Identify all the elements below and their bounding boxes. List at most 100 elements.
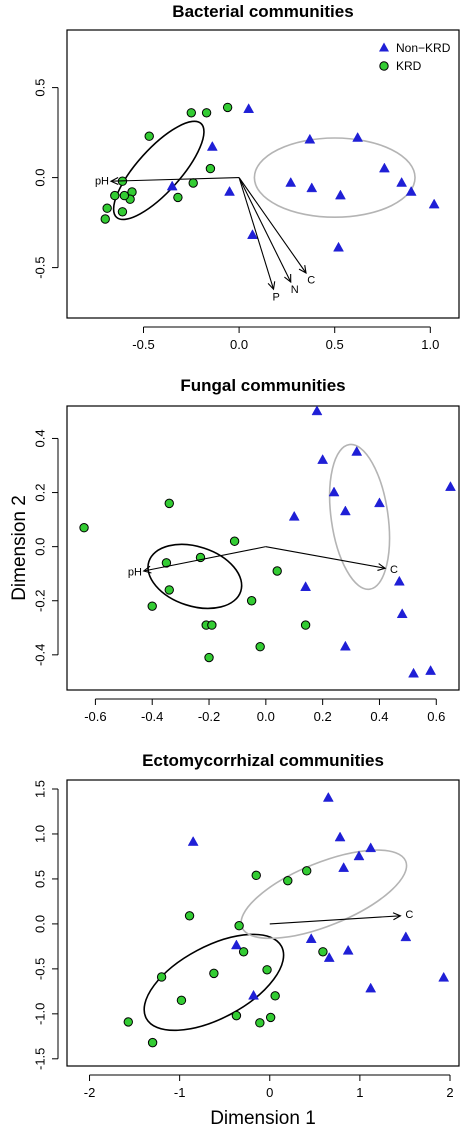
y-tick-label: -0.5 [32, 958, 47, 980]
y-tick-label: 0.2 [32, 484, 47, 502]
non-krd-point [365, 842, 377, 853]
x-tick-label: -1 [174, 1085, 186, 1100]
non-krd-point [335, 189, 346, 200]
non-krd-point [374, 497, 385, 508]
legend-circle-icon [379, 61, 389, 71]
vector-label: C [405, 909, 413, 921]
krd-point [147, 601, 157, 611]
krd-point [186, 108, 196, 118]
legend-label: Non−KRD [396, 41, 451, 55]
krd-point [204, 652, 214, 663]
x-tick-label: 1.0 [421, 337, 439, 352]
arrow-head [267, 281, 276, 291]
plot-frame [66, 405, 460, 691]
x-tick-label: -0.5 [132, 337, 154, 352]
krd-point [272, 566, 282, 576]
x-tick-label: -2 [84, 1085, 96, 1100]
x-tick-label: 0 [266, 1085, 273, 1100]
arrow-head [298, 265, 307, 275]
arrow-head [392, 912, 402, 921]
non-krd-point [445, 481, 456, 491]
krd-point [222, 102, 233, 113]
x-tick-label: 1 [356, 1085, 363, 1100]
non-krd-point [333, 241, 344, 252]
krd-point [265, 1012, 276, 1023]
x-axis-label: Dimension 1 [210, 1108, 316, 1129]
panel-title: Fungal communities [180, 376, 345, 395]
krd-point [176, 995, 187, 1006]
legend-label: KRD [396, 59, 422, 73]
krd-point [184, 911, 195, 921]
vector-label: pH [128, 567, 142, 579]
non-krd-point [305, 933, 317, 943]
krd-point [229, 536, 240, 546]
non-krd-point [400, 931, 412, 942]
x-tick-label: 2 [446, 1085, 453, 1100]
y-tick-label: 1.5 [32, 780, 47, 798]
krd-point [110, 190, 120, 201]
x-tick-label: 0.0 [230, 337, 248, 352]
krd-point [119, 190, 130, 201]
legend-triangle-icon [379, 42, 389, 52]
non-krd-point [306, 182, 318, 193]
panel-2: Fungal communities -0.6 -0.4 -0.2 0.0 0.2 0.4 0… [9, 376, 460, 724]
non-krd-point [339, 505, 351, 516]
non-krd-point [288, 510, 300, 521]
krd-point [262, 965, 272, 975]
krd-point [79, 523, 89, 533]
y-axis: -0.4 -0.2 0.0 0.2 0.4 [32, 429, 59, 666]
krd-point [161, 558, 172, 568]
non-krd-point [230, 939, 242, 950]
krd-point [255, 1018, 265, 1028]
krd-point [173, 192, 183, 203]
krd-point [123, 1017, 133, 1027]
y-axis: -1.5 -1.0 -0.5 0.0 0.5 1.0 1.5 [32, 780, 59, 1070]
vector-ph-arrow [143, 546, 266, 572]
x-tick-label: 0.6 [427, 709, 445, 724]
krd-point [147, 1037, 158, 1048]
x-tick-label: 0.0 [257, 709, 275, 724]
non-krd-point [428, 198, 440, 209]
non-krd-point [338, 862, 350, 872]
non-krd-point [300, 581, 312, 591]
krd-point [164, 585, 174, 595]
x-tick-label: 0.5 [326, 337, 344, 352]
krd-point [246, 596, 257, 606]
krd-point [102, 203, 112, 213]
arrow-head [284, 273, 292, 284]
non-krd-point [248, 989, 259, 1000]
krd-point [117, 207, 128, 217]
non-krd-point [317, 454, 329, 464]
non-krd-point [405, 185, 417, 196]
x-axis: -0.5 0.0 0.5 1.0 [132, 326, 439, 352]
krd-point [201, 108, 212, 118]
krd-point [207, 620, 217, 630]
x-axis: -0.6 -0.4 -0.2 0.0 0.2 0.4 0.6 [84, 698, 445, 724]
arrow-head [377, 563, 387, 571]
vector-label: C [390, 564, 398, 576]
non-krd-point [351, 445, 363, 456]
y-axis: -0.5 0.0 0.5 [32, 79, 59, 279]
vector-c-arrow [238, 177, 307, 274]
y-tick-label: 0.0 [32, 915, 47, 933]
non-krd-point [408, 667, 419, 678]
krd-point [238, 947, 249, 957]
legend: Non−KRD KRD [379, 41, 451, 73]
y-tick-label: 0.0 [32, 538, 47, 556]
krd-point [302, 866, 312, 876]
panel-title: Ectomycorrhizal communities [142, 751, 384, 770]
vector-label: N [291, 284, 299, 296]
krd-point [231, 1010, 242, 1021]
vector-label: P [272, 292, 279, 304]
non-krd-point [224, 185, 235, 196]
y-tick-label: 0.4 [32, 429, 47, 447]
panel-title: Bacterial communities [172, 2, 353, 21]
y-tick-label: 0.5 [32, 870, 47, 888]
krd-point [283, 876, 293, 886]
vector-n-arrow [238, 177, 292, 283]
vector-label: pH [95, 175, 109, 187]
non-krd-point [187, 836, 199, 846]
krd-ellipse [147, 543, 243, 610]
y-axis-label: Dimension 2 [9, 495, 30, 601]
